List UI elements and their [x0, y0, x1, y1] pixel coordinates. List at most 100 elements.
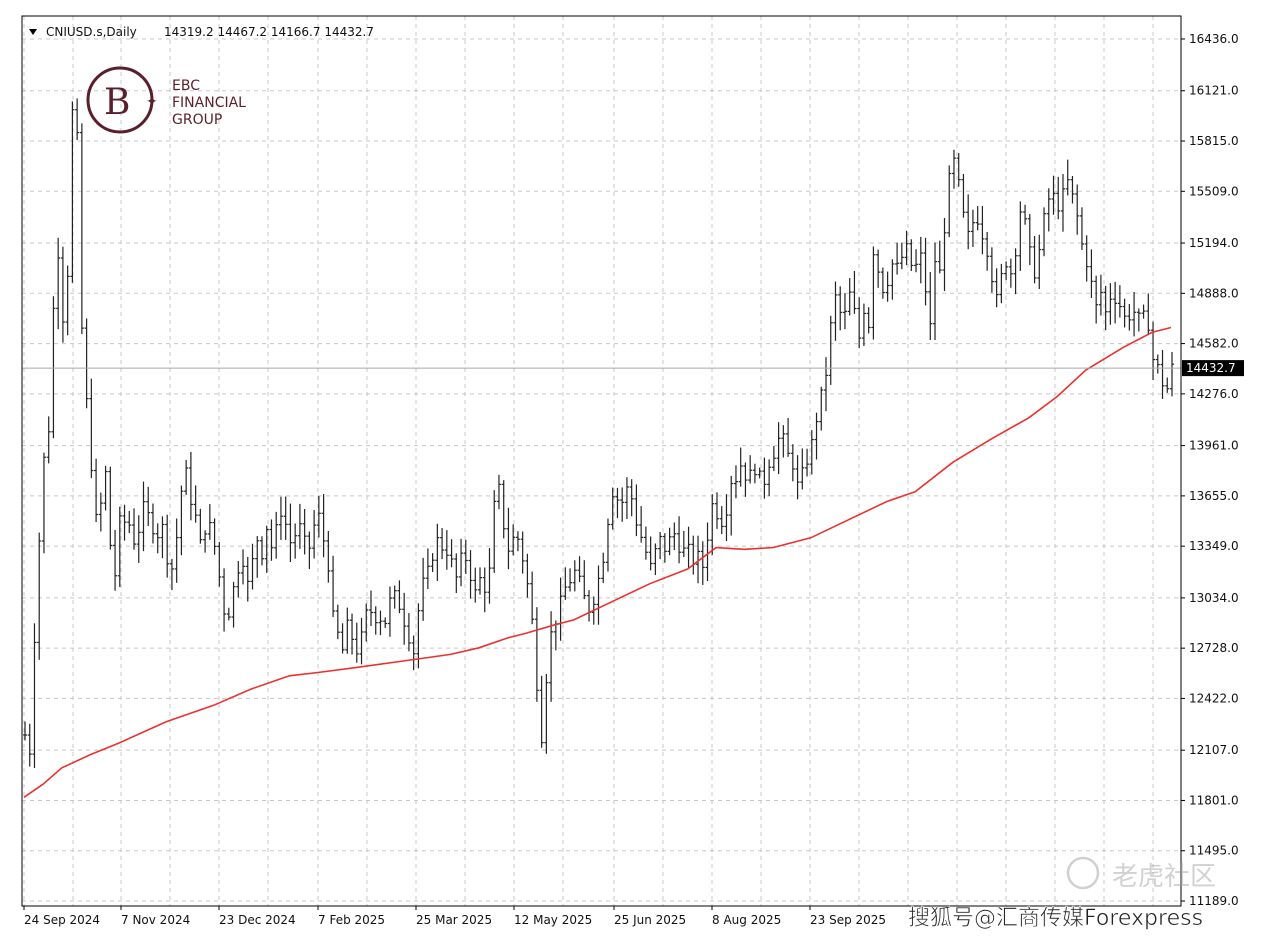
y-tick-label: 12107.0: [1189, 743, 1239, 757]
price-bar: [1146, 293, 1151, 334]
price-bar: [103, 465, 108, 511]
price-bar: [975, 206, 980, 231]
price-bar: [643, 526, 648, 560]
price-bar: [1108, 283, 1113, 325]
x-tick-label: 12 May 2025: [514, 913, 592, 927]
grid-lines: [22, 16, 1181, 906]
price-bar: [805, 448, 810, 477]
y-tick-label: 16121.0: [1189, 84, 1239, 98]
price-bar: [620, 487, 625, 522]
price-bar: [312, 510, 317, 559]
y-tick-label: 13655.0: [1189, 489, 1239, 503]
price-bar: [771, 446, 776, 472]
sohu-watermark-text: 搜狐号@汇商传媒Forexpress: [908, 906, 1203, 931]
price-bar: [1056, 176, 1061, 220]
price-bar: [316, 495, 321, 538]
price-bar: [207, 504, 212, 540]
price-bar: [27, 723, 32, 767]
price-bar: [425, 548, 430, 589]
price-bar: [1165, 377, 1170, 393]
price-bar: [923, 237, 928, 306]
price-bar: [624, 477, 629, 520]
price-bar: [1098, 274, 1103, 316]
price-bar: [809, 430, 814, 475]
price-bar: [1117, 285, 1122, 318]
price-bar: [188, 451, 193, 521]
price-bar: [1141, 304, 1146, 319]
price-bar: [634, 484, 639, 537]
price-bar: [231, 581, 236, 628]
price-bar: [435, 523, 440, 581]
price-bar: [392, 585, 397, 609]
price-bar: [696, 535, 701, 584]
price-bar: [75, 98, 80, 141]
price-bar: [440, 528, 445, 560]
price-bar: [397, 580, 402, 614]
price-bar: [98, 492, 103, 532]
price-bar: [165, 514, 170, 578]
price-bar: [605, 518, 610, 572]
price-bar: [852, 270, 857, 314]
price-bar: [790, 444, 795, 482]
price-bar: [430, 553, 435, 572]
price-bar: [226, 607, 231, 621]
price-bar: [222, 568, 227, 632]
price-bar: [520, 531, 525, 574]
price-bar: [1136, 308, 1141, 332]
price-bar: [402, 592, 407, 645]
price-bar: [714, 492, 719, 529]
price-bar: [686, 526, 691, 569]
price-bar: [478, 567, 483, 595]
price-bar: [539, 675, 544, 748]
price-bar: [738, 447, 743, 487]
price-bar: [667, 527, 672, 556]
price-bar: [1079, 207, 1084, 251]
price-bars: [23, 98, 1174, 769]
price-bar: [383, 617, 388, 628]
price-bar: [629, 479, 634, 517]
price-bar: [1037, 234, 1042, 290]
price-bar: [833, 281, 838, 341]
price-bar: [203, 530, 208, 553]
price-bar: [871, 246, 876, 340]
price-bar: [534, 607, 539, 702]
price-bar: [492, 490, 497, 573]
price-bar: [444, 530, 449, 570]
price-bar: [937, 240, 942, 274]
price-bar: [1155, 354, 1160, 374]
price-bar: [293, 523, 298, 559]
price-bar: [672, 522, 677, 551]
watermark-tiger: 老虎社区: [1066, 856, 1216, 892]
price-bar: [1075, 184, 1080, 235]
y-tick-label: 11495.0: [1189, 844, 1239, 858]
price-bar: [928, 272, 933, 340]
price-bar: [1113, 281, 1118, 324]
price-bar: [748, 455, 753, 484]
price-bar: [459, 538, 464, 587]
price-bar: [767, 459, 772, 497]
x-tick-label: 25 Mar 2025: [416, 913, 492, 927]
price-bar: [406, 613, 411, 652]
price-bar: [108, 466, 113, 550]
y-tick-label: 13034.0: [1189, 591, 1239, 605]
price-bar: [786, 417, 791, 457]
price-bar: [819, 386, 824, 431]
moving-average-line: [23, 326, 1172, 798]
price-bar: [150, 503, 155, 544]
x-tick-label: 7 Feb 2025: [318, 913, 385, 927]
price-bar: [895, 242, 900, 275]
price-bar: [582, 560, 587, 600]
price-bar: [653, 543, 658, 575]
dropdown-triangle-icon[interactable]: [29, 29, 37, 35]
logo-line-1: EBC: [172, 78, 200, 94]
price-bar: [885, 271, 890, 302]
price-bar: [364, 603, 369, 642]
price-bar: [416, 603, 421, 669]
price-bar: [530, 571, 535, 625]
x-tick-label: 23 Dec 2024: [219, 913, 296, 927]
price-bar: [890, 259, 895, 300]
price-bar: [515, 531, 520, 552]
price-bar: [861, 303, 866, 346]
